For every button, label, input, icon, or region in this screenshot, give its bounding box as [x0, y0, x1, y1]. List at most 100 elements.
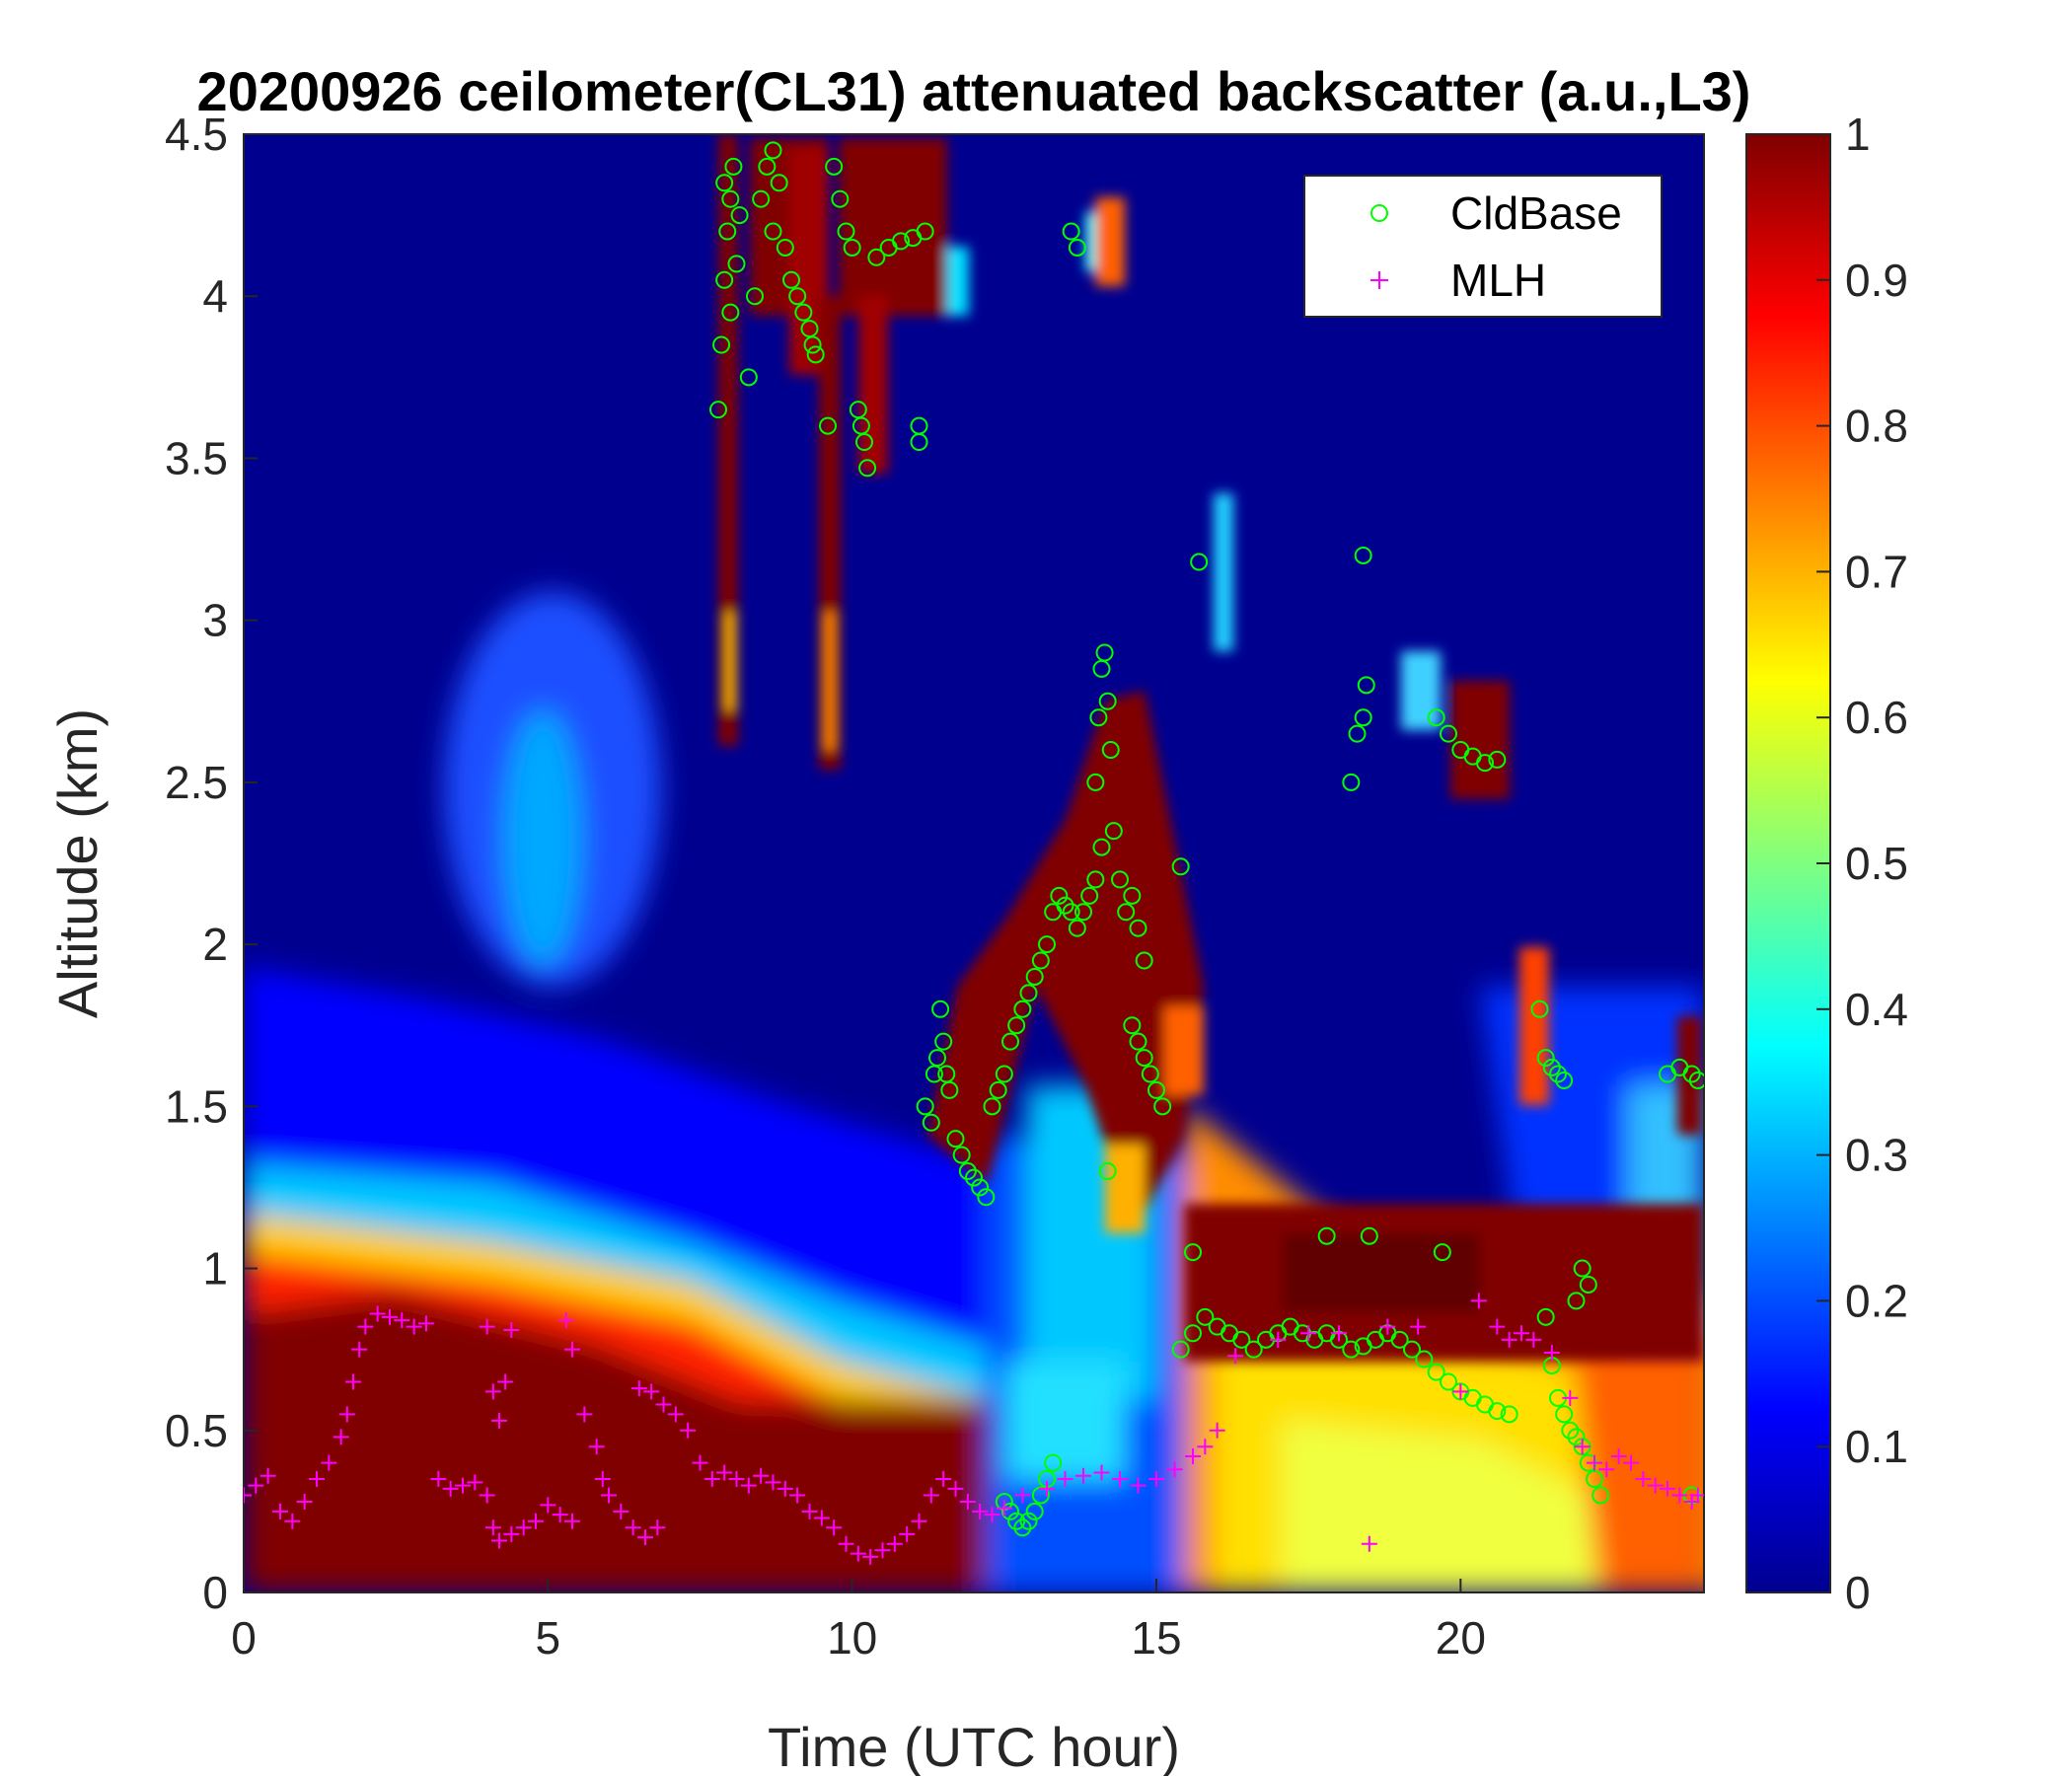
mlh-point: [309, 1471, 325, 1488]
mlh-point: [1166, 1461, 1183, 1478]
cldbase-point: [727, 255, 746, 273]
mlh-point: [1543, 1344, 1560, 1361]
mlh-point: [1452, 1383, 1469, 1400]
cldbase-point: [1025, 1502, 1044, 1520]
cldbase-point: [1153, 1097, 1172, 1116]
mlh-point: [1331, 1325, 1347, 1342]
mlh-point: [1209, 1422, 1225, 1439]
mlh-point: [1093, 1464, 1110, 1481]
y-tick-label: 3.5: [165, 432, 228, 483]
cldbase-point: [1007, 1512, 1026, 1530]
cldbase-point: [1062, 222, 1080, 241]
cldbase-point: [1080, 886, 1099, 905]
x-tick-label: 15: [1131, 1612, 1181, 1664]
mlh-point: [259, 1467, 276, 1484]
cldbase-point: [1001, 1032, 1019, 1051]
mlh-point: [716, 1464, 733, 1481]
cldbase-point: [758, 157, 777, 176]
mlh-point: [740, 1477, 757, 1494]
mlh-point: [248, 1477, 264, 1494]
mlh-point: [515, 1519, 532, 1536]
x-axis: 0 5 10 15 20: [231, 1579, 1486, 1664]
mlh-point: [765, 1474, 781, 1491]
mlh-point: [984, 1507, 1000, 1523]
mlh-point: [947, 1480, 964, 1497]
mlh-point: [357, 1318, 374, 1335]
cldbase-point: [910, 416, 928, 435]
cldbase-point: [1536, 1307, 1555, 1326]
mlh-point: [455, 1477, 471, 1494]
mlh-point: [886, 1535, 903, 1552]
cldbase-point: [952, 1146, 971, 1164]
mlh-point: [1689, 1487, 1704, 1504]
cldbase-point: [803, 335, 822, 354]
cldbase-point: [1135, 951, 1153, 970]
cldbase-point: [1357, 676, 1375, 695]
colorbar-ticks: 0 0.1 0.2 0.3 0.4 0.5 0.6 0.7 0.8 0.9 1: [1816, 109, 1908, 1618]
cldbase-point: [776, 238, 794, 257]
mlh-point: [1075, 1467, 1091, 1484]
cldbase-point: [934, 1032, 953, 1051]
mlh-point: [351, 1341, 368, 1358]
mlh-point: [899, 1525, 916, 1542]
cldbase-point: [989, 1080, 1007, 1099]
legend-cldbase-label: CldBase: [1450, 187, 1622, 239]
colorbar-tick-label: 0.5: [1845, 838, 1908, 889]
cldbase-point: [1555, 1405, 1574, 1424]
cldbase-point: [1561, 1421, 1580, 1440]
cldbase-point: [1050, 886, 1069, 905]
cldbase-point: [916, 1097, 934, 1116]
colorbar-tick-label: 0.4: [1845, 984, 1908, 1035]
cldbase-point: [782, 270, 800, 289]
mlh-point: [1197, 1439, 1214, 1455]
cldbase-point: [1074, 903, 1092, 922]
cldbase-point: [770, 174, 788, 192]
cldbase-point: [1089, 708, 1108, 727]
cldbase-point: [958, 1162, 977, 1181]
cldbase-point: [1101, 741, 1120, 760]
mlh-point: [911, 1513, 927, 1529]
mlh-point: [484, 1383, 501, 1400]
mlh-point: [345, 1373, 361, 1390]
cldbase-point: [1415, 1350, 1434, 1369]
mlh-point: [467, 1474, 483, 1491]
cldbase-point: [709, 401, 727, 419]
mlh-point: [284, 1513, 301, 1529]
cldbase-point: [928, 1049, 946, 1068]
cldbase-point: [940, 1080, 959, 1099]
mlh-point: [728, 1471, 745, 1488]
colorbar-gradient: [1745, 133, 1831, 1593]
mlh-point: [244, 1487, 252, 1504]
mlh-point: [1227, 1348, 1244, 1365]
cldbase-point: [1123, 886, 1142, 905]
cldbase-point: [1068, 238, 1086, 257]
mlh-point: [1185, 1448, 1201, 1465]
cldbase-point: [1573, 1259, 1591, 1278]
mlh-point: [813, 1510, 830, 1526]
mlh-point: [338, 1406, 355, 1423]
cldbase-point: [1390, 1330, 1409, 1349]
mlh-point: [801, 1503, 818, 1519]
cldbase-point: [916, 222, 934, 241]
cldbase-point: [724, 157, 743, 176]
mlh-point: [1647, 1477, 1664, 1494]
y-tick-label: 2.5: [165, 757, 228, 808]
cldbase-point: [965, 1168, 983, 1187]
cldbase-point: [892, 232, 910, 251]
cldbase-point: [1098, 1162, 1117, 1181]
cldbase-point: [1542, 1058, 1561, 1076]
mlh-point: [1489, 1318, 1506, 1335]
cldbase-point: [1129, 1032, 1147, 1051]
cldbase-point: [1031, 951, 1050, 970]
cldbase-point: [730, 206, 749, 225]
cldbase-point: [715, 174, 734, 192]
x-tick-label: 0: [231, 1612, 257, 1664]
cldbase-point: [1567, 1292, 1586, 1310]
mlh-point: [394, 1312, 410, 1329]
cldbase-point: [1433, 1243, 1451, 1262]
mlh-point: [862, 1548, 879, 1565]
cldbase-point: [831, 189, 850, 208]
y-tick-label: 4.5: [165, 109, 228, 160]
y-tick-label: 0.5: [165, 1405, 228, 1456]
